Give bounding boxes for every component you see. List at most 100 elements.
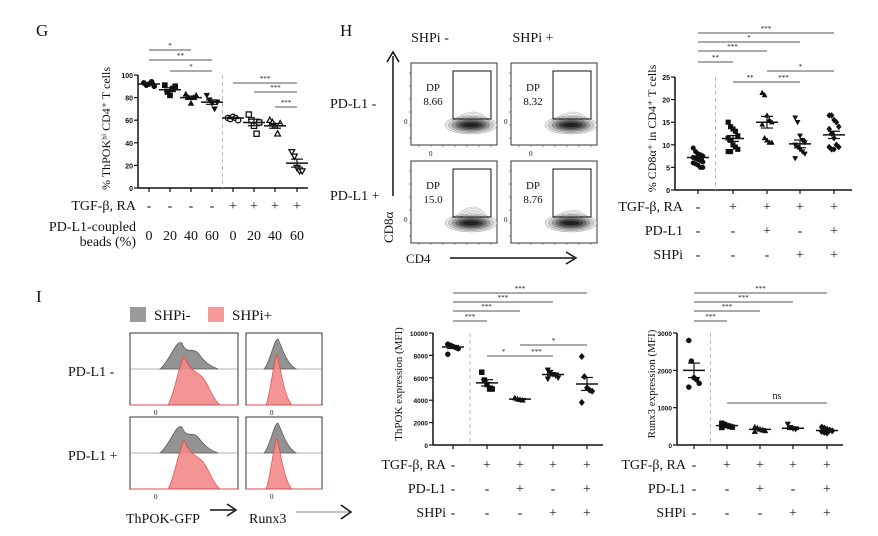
y-axis-label: ThPOK expression (MFI) (393, 327, 405, 441)
contour (462, 212, 480, 218)
data-point (161, 82, 168, 89)
condition-value: + (583, 506, 591, 521)
zero-tick-label: 0 (154, 409, 158, 417)
condition-value: - (451, 506, 456, 521)
significance-label: *** (761, 25, 772, 33)
cd8a-label: CD8α (381, 211, 396, 243)
data-point (794, 119, 801, 126)
zero-tick-label: 0 (429, 150, 433, 158)
dp-gate (452, 70, 492, 120)
significance-label: *** (465, 313, 476, 321)
arrow-up-icon (386, 50, 400, 63)
significance-label: *** (260, 75, 271, 83)
condition-value: - (696, 224, 701, 239)
condition-value: 20 (163, 229, 177, 244)
y-tick-label: 100 (121, 73, 133, 80)
data-point (245, 111, 253, 118)
data-point (835, 123, 842, 131)
significance-label: *** (755, 285, 766, 293)
condition-value: + (229, 199, 237, 214)
y-tick-label: 25 (662, 75, 670, 82)
condition-value: + (789, 458, 797, 473)
condition-value: + (796, 200, 804, 215)
y-tick-label: 2000 (658, 368, 673, 375)
condition-value: + (796, 248, 804, 263)
condition-value: 40 (184, 229, 198, 244)
data-point (792, 115, 799, 121)
condition-row-label: SHPi (656, 506, 686, 521)
histogram-shpi-pos (265, 353, 293, 406)
condition-value: 60 (290, 229, 304, 244)
condition-value: - (551, 482, 556, 497)
y-tick-label: 5 (666, 165, 670, 172)
condition-value: 40 (268, 229, 282, 244)
data-point (759, 121, 766, 127)
condition-value: + (763, 224, 771, 239)
gate-value: 15.0 (423, 194, 443, 206)
data-point (287, 148, 296, 157)
data-point (187, 99, 195, 106)
significance-label: *** (778, 74, 789, 82)
legend-label-shpi-pos: SHPi+ (232, 308, 272, 324)
condition-value: 0 (230, 229, 237, 244)
condition-value: + (823, 458, 831, 473)
data-point (751, 428, 758, 434)
condition-value: + (823, 482, 831, 497)
dp-gate (452, 168, 492, 218)
data-point (835, 143, 842, 151)
panel-letter-h: H (340, 21, 352, 40)
row-label-i-pdl1-pos: PD-L1 + (68, 449, 118, 464)
significance-label: *** (498, 294, 509, 302)
row-label-pdl1-pos: PD-L1 + (330, 189, 380, 204)
legend-swatch-shpi-neg (130, 307, 146, 322)
arrow-right-icon (565, 251, 578, 265)
histogram-shpi-neg (158, 342, 219, 370)
contour (562, 122, 580, 128)
y-tick-label: 20 (125, 163, 133, 170)
histogram-shpi-neg (158, 426, 219, 454)
data-point (192, 91, 200, 98)
histogram-shpi-pos (167, 438, 222, 490)
y-tick-label: 0 (424, 443, 428, 450)
legend-label-shpi-neg: SHPi- (154, 308, 191, 324)
contour (554, 209, 588, 218)
data-point (253, 130, 260, 138)
significance-label: *** (705, 313, 716, 321)
contour (462, 122, 480, 128)
significance-label: *** (738, 294, 749, 302)
data-point (728, 149, 734, 155)
contour (462, 220, 480, 226)
arrow-right-icon (340, 504, 353, 520)
significance-label: ns (773, 391, 782, 402)
contour (560, 116, 582, 120)
gate-label: DP (526, 180, 540, 192)
contour (456, 113, 486, 120)
data-point (544, 376, 551, 383)
significance-label: *** (281, 99, 292, 107)
y-tick-label: 0 (666, 188, 670, 195)
data-point (732, 128, 738, 134)
significance-label: * (502, 348, 506, 356)
condition-value: + (250, 199, 258, 214)
condition-row-label: SHPi (653, 248, 683, 263)
condition-value: - (692, 482, 697, 497)
col-label-shpi-pos: SHPi + (513, 31, 554, 46)
data-point (761, 91, 768, 98)
data-point (792, 156, 799, 162)
condition-row-label: TGF-β, RA (618, 200, 684, 215)
significance-label: *** (270, 84, 281, 92)
condition-value: + (583, 458, 591, 473)
data-point (735, 146, 741, 152)
data-point (764, 137, 770, 143)
y-tick-label: 2000 (414, 421, 429, 428)
condition-value: - (147, 199, 152, 214)
significance-label: ** (177, 52, 185, 60)
histogram-shpi-neg (263, 338, 298, 370)
data-point (828, 112, 835, 119)
condition-value: - (765, 248, 770, 263)
data-point (203, 92, 211, 99)
y-tick-label: 10000 (410, 331, 428, 338)
contour (560, 214, 582, 218)
